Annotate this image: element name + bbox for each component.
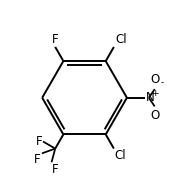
Text: F: F: [52, 33, 58, 46]
Text: F: F: [34, 153, 41, 166]
Text: -: -: [160, 78, 163, 88]
Text: Cl: Cl: [114, 149, 126, 162]
Text: O: O: [151, 73, 160, 86]
Text: +: +: [151, 89, 159, 98]
Text: N: N: [146, 91, 155, 104]
Text: F: F: [52, 163, 58, 176]
Text: Cl: Cl: [115, 33, 127, 46]
Text: O: O: [151, 109, 160, 122]
Text: F: F: [36, 135, 42, 148]
